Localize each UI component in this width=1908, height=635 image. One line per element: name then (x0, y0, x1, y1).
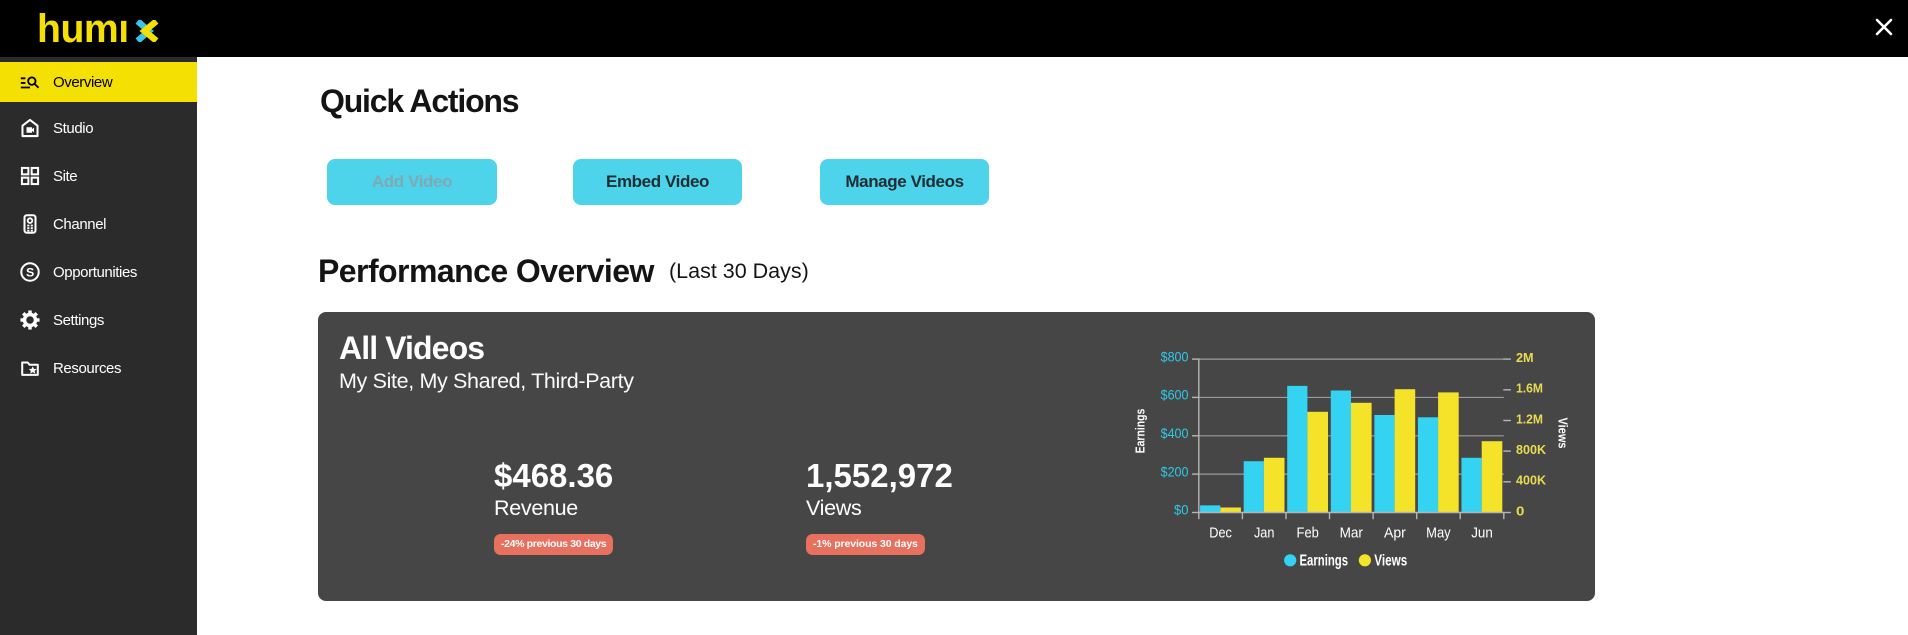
svg-text:S: S (26, 265, 34, 279)
svg-text:Mar: Mar (1340, 526, 1363, 542)
svg-text:400K: 400K (1516, 473, 1547, 488)
svg-text:Apr: Apr (1384, 526, 1406, 542)
svg-text:May: May (1426, 526, 1451, 542)
svg-text:800K: 800K (1516, 442, 1547, 457)
svg-text:$200: $200 (1161, 464, 1189, 479)
svg-text:Earnings: Earnings (1300, 553, 1349, 570)
svg-text:2M: 2M (1516, 350, 1534, 365)
svg-text:$800: $800 (1161, 349, 1189, 364)
svg-text:Feb: Feb (1297, 526, 1319, 542)
svg-text:0: 0 (1516, 503, 1524, 518)
svg-text:Jun: Jun (1471, 526, 1493, 542)
svg-text:$0: $0 (1174, 503, 1189, 518)
svg-text:$400: $400 (1161, 426, 1189, 441)
svg-text:Dec: Dec (1209, 526, 1232, 542)
svg-text:1.6M: 1.6M (1516, 381, 1543, 396)
svg-text:Views: Views (1556, 418, 1571, 449)
svg-text:Earnings: Earnings (1133, 409, 1148, 454)
svg-text:Jan: Jan (1254, 526, 1275, 542)
svg-text:$600: $600 (1161, 388, 1189, 403)
svg-text:1.2M: 1.2M (1516, 411, 1543, 426)
svg-text:Views: Views (1374, 553, 1407, 570)
